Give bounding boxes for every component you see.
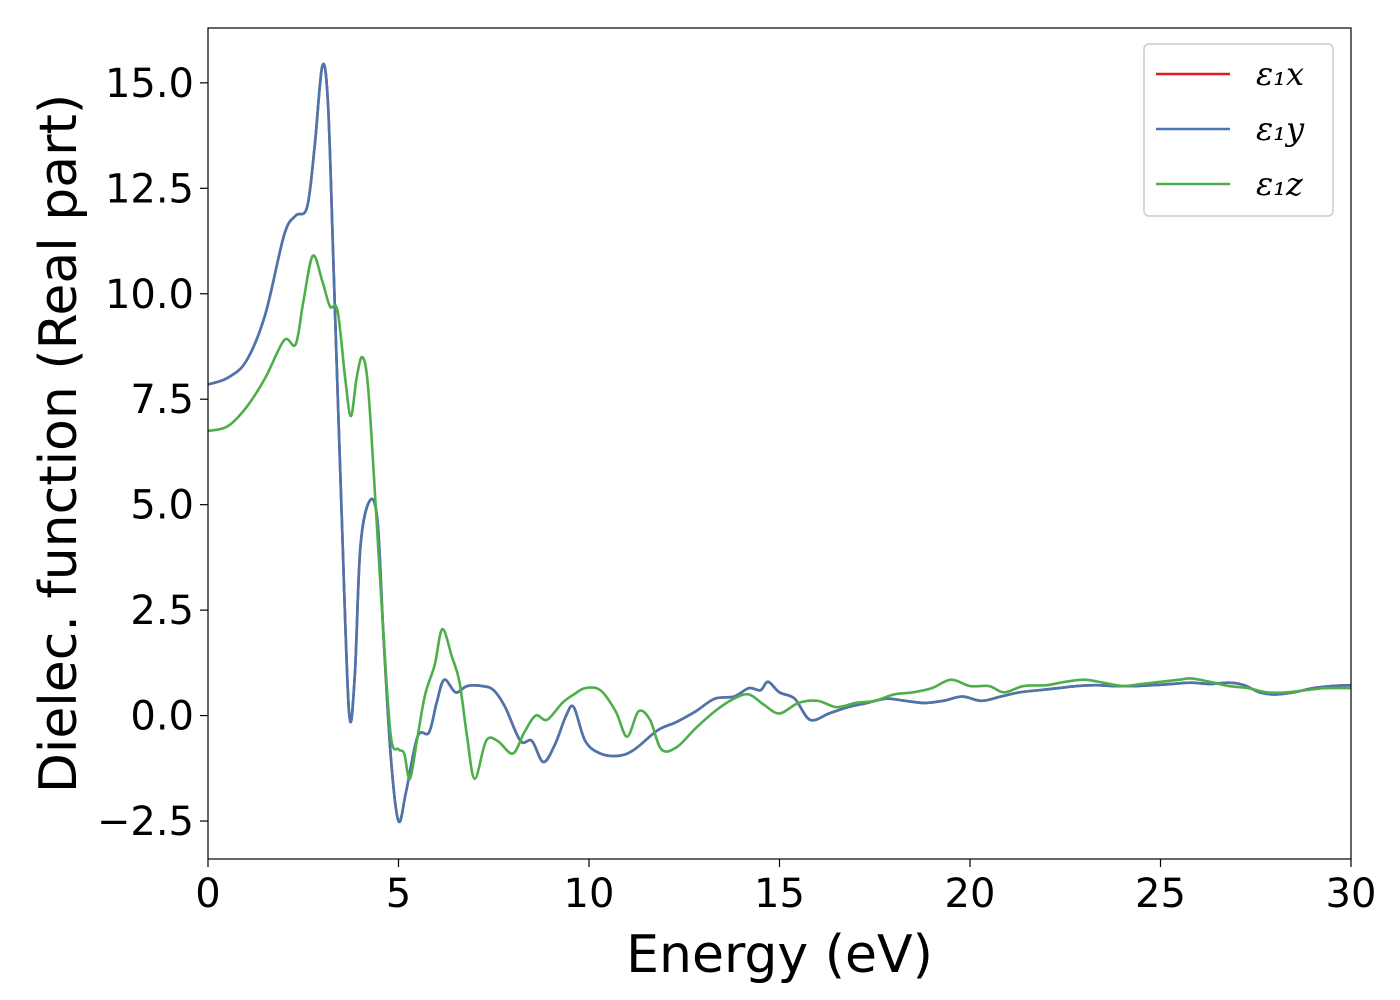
x-tick-label: 15 — [754, 871, 805, 917]
y-tick-label: −2.5 — [97, 799, 194, 845]
series-line-eps1z — [208, 254, 1351, 781]
y-tick-label: 10.0 — [105, 272, 194, 318]
series-line-eps1y — [208, 62, 1351, 824]
x-tick-label: 20 — [945, 871, 996, 917]
legend-label: ε₁x — [1256, 55, 1304, 93]
y-tick-label: 15.0 — [105, 61, 194, 107]
x-tick-label: 30 — [1326, 871, 1377, 917]
y-tick-label: 2.5 — [130, 588, 194, 634]
y-axis-label: Dielec. function (Real part) — [29, 94, 89, 793]
y-tick-label: 7.5 — [130, 377, 194, 423]
x-tick-label: 25 — [1135, 871, 1186, 917]
x-axis-ticks: 0 5 10 15 20 25 30 — [195, 859, 1376, 917]
legend-label: ε₁y — [1256, 110, 1305, 148]
series-layer — [208, 62, 1351, 824]
x-tick-label: 10 — [564, 871, 615, 917]
x-axis-label: Energy (eV) — [626, 925, 933, 985]
x-tick-label: 0 — [195, 871, 220, 917]
legend: ε₁x ε₁y ε₁z — [1143, 43, 1334, 217]
y-tick-label: 5.0 — [130, 483, 194, 529]
y-tick-label: 0.0 — [130, 694, 194, 740]
y-axis-ticks: −2.5 0.0 2.5 5.0 7.5 10.0 12.5 15.0 — [97, 61, 208, 845]
x-tick-label: 5 — [386, 871, 411, 917]
legend-label: ε₁z — [1256, 165, 1304, 203]
y-tick-label: 12.5 — [105, 166, 194, 212]
legend-box — [1143, 43, 1334, 217]
